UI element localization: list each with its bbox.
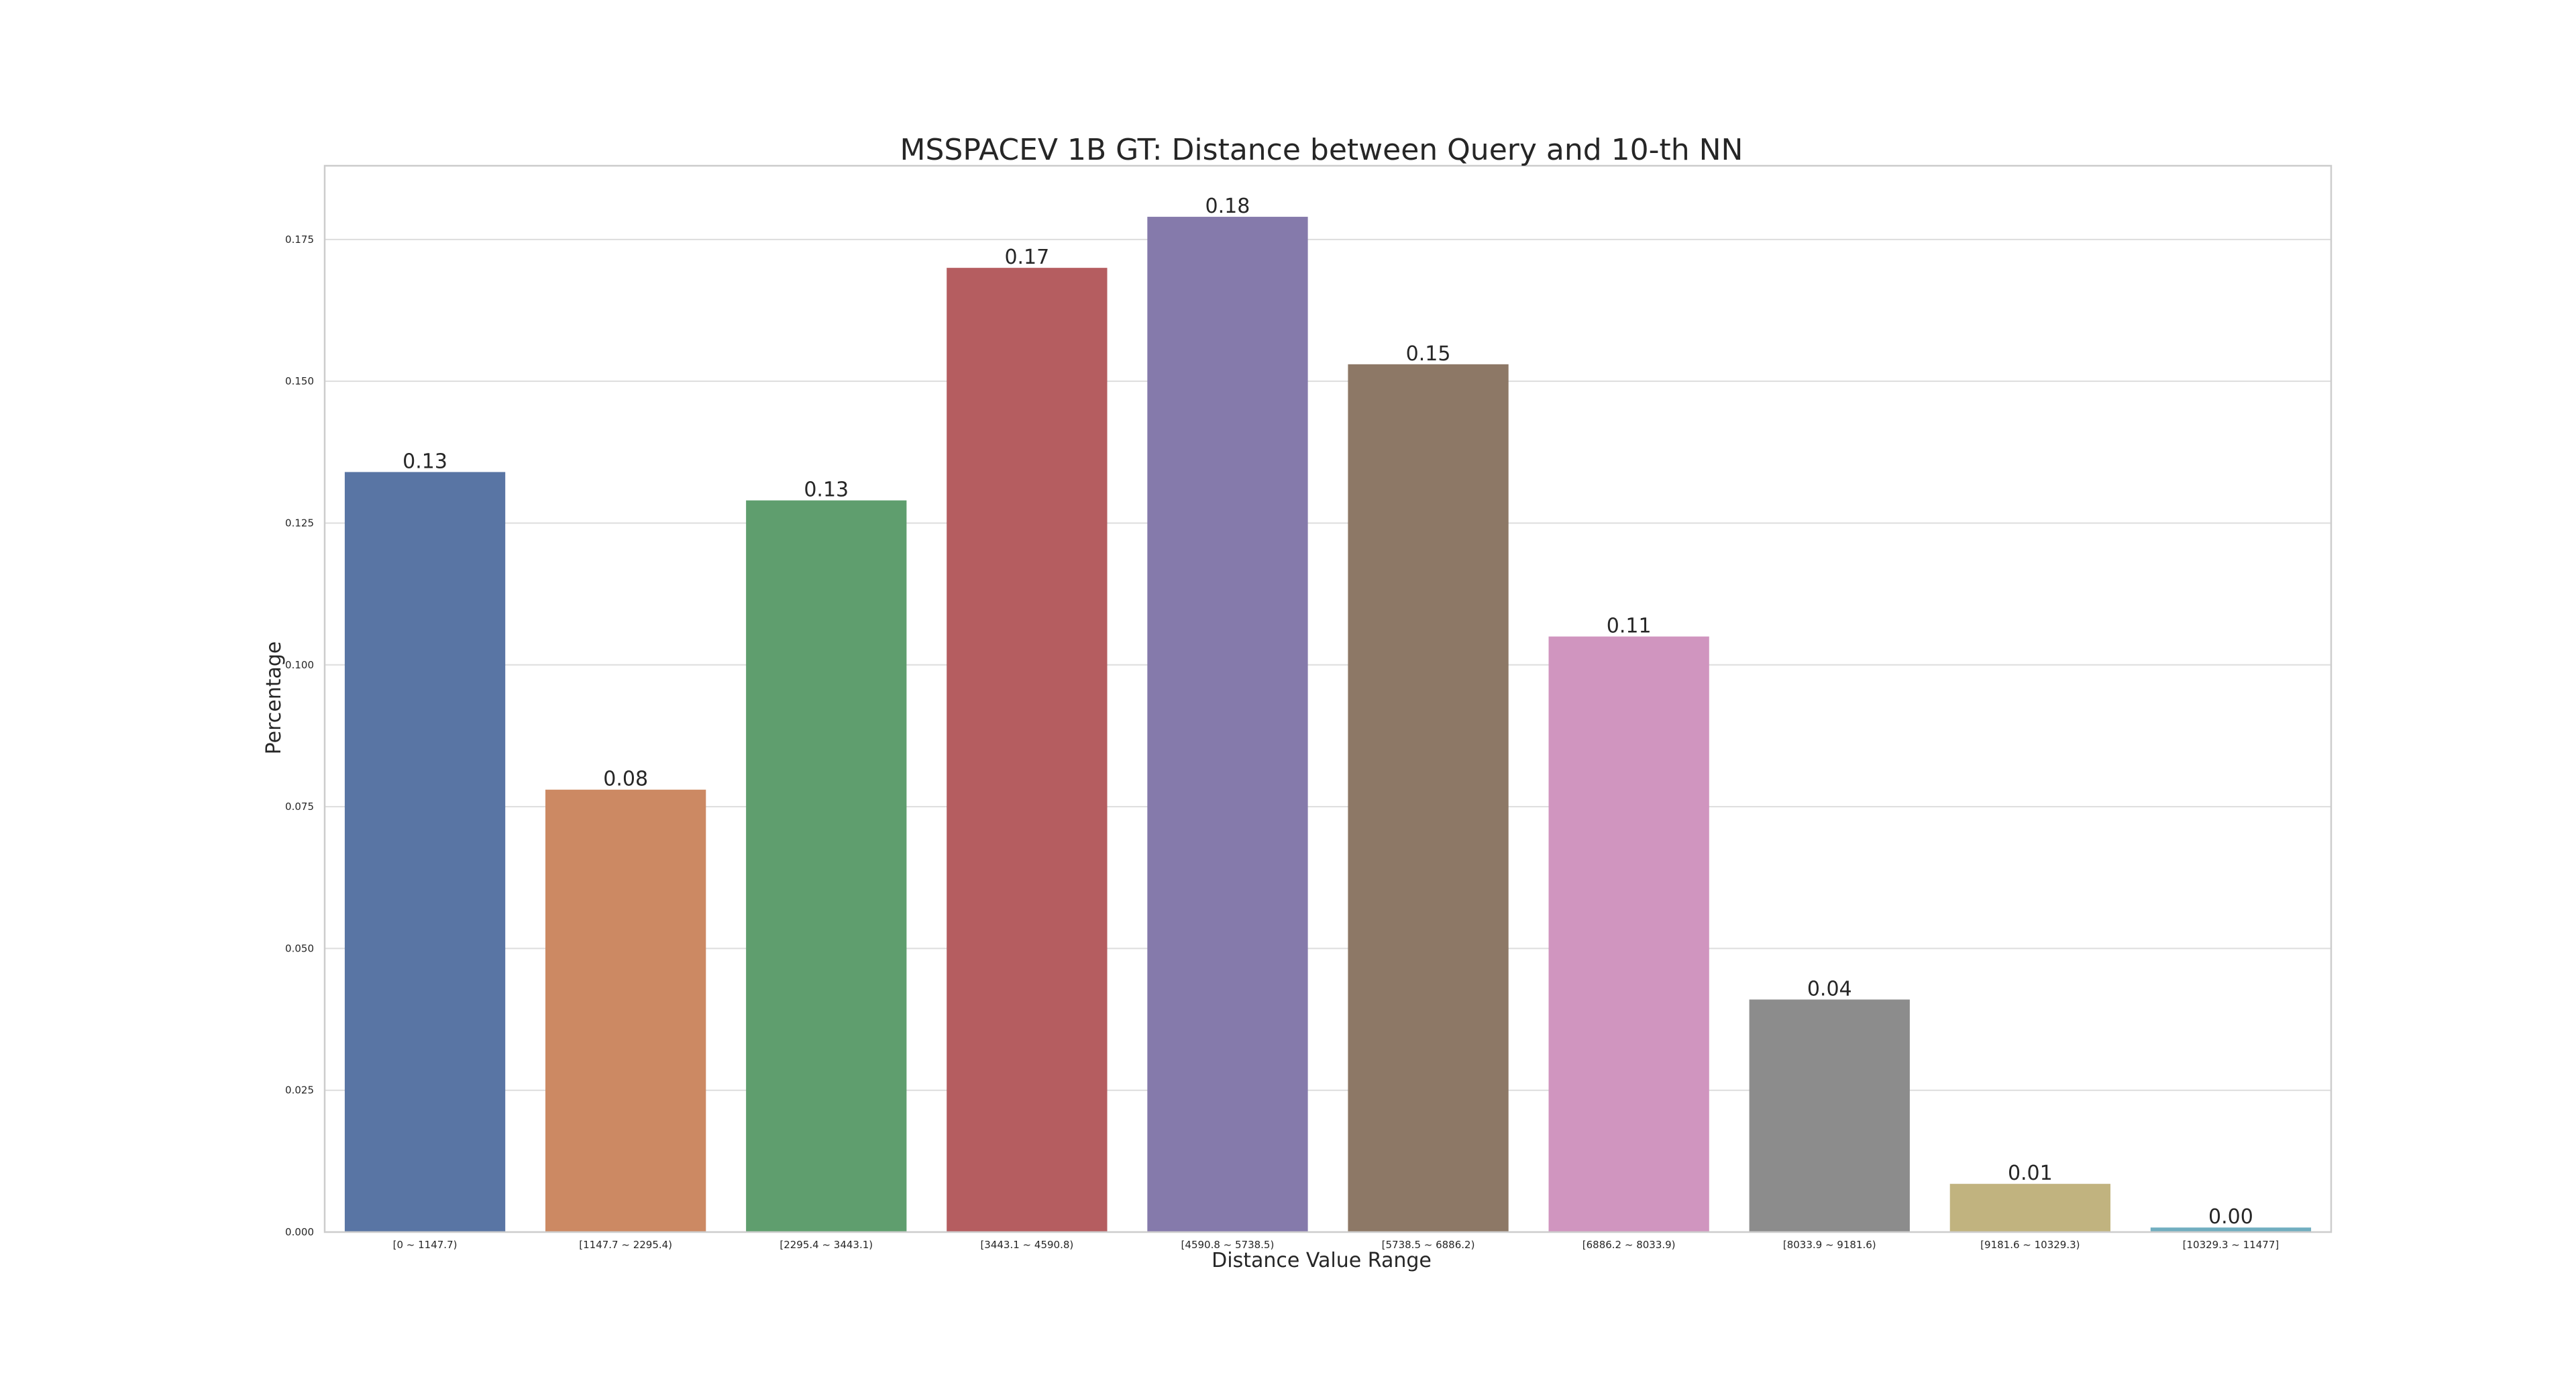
bar-value-label: 0.11	[1607, 615, 1652, 638]
y-tick-label: 0.050	[285, 942, 314, 954]
bar-value-label: 0.01	[2008, 1162, 2053, 1185]
bar-value-label: 0.17	[1004, 246, 1049, 269]
x-axis-ticks: [0 ~ 1147.7) [1147.7 ~ 2295.4) [2295.4 ~ 3…	[393, 1239, 2279, 1251]
bar-value-label: 0.13	[804, 478, 849, 502]
x-tick-label: [0 ~ 1147.7)	[393, 1239, 458, 1251]
y-axis-ticks: 0.000 0.025 0.050 0.075 0.100 0.125 0.150 0.175	[285, 234, 314, 1238]
bar	[344, 472, 506, 1232]
bar	[1749, 999, 1910, 1232]
bar	[1147, 217, 1308, 1233]
y-tick-label: 0.175	[285, 234, 314, 246]
bar-value-label: 0.00	[2208, 1205, 2253, 1229]
x-tick-label: [2295.4 ~ 3443.1)	[780, 1239, 873, 1251]
x-tick-label: [10329.3 ~ 11477]	[2183, 1239, 2279, 1251]
x-tick-label: [3443.1 ~ 4590.8)	[980, 1239, 1073, 1251]
plot-frame	[323, 164, 2332, 1233]
bars	[344, 217, 2312, 1233]
x-tick-label: [4590.8 ~ 5738.5)	[1181, 1239, 1275, 1251]
bar	[1348, 364, 1509, 1232]
bar-value-label: 0.18	[1205, 195, 1250, 218]
x-axis-label: Distance Value Range	[1212, 1249, 1432, 1272]
chart-title: MSSPACEV 1B GT: Distance between Query a…	[900, 133, 1743, 167]
bar-value-label: 0.15	[1406, 342, 1451, 366]
bar-value-label: 0.08	[603, 768, 648, 791]
x-tick-label: [1147.7 ~ 2295.4)	[579, 1239, 672, 1251]
y-tick-label: 0.025	[285, 1084, 314, 1097]
bar	[545, 789, 706, 1232]
x-tick-label: [5738.5 ~ 6886.2)	[1382, 1239, 1475, 1251]
y-axis-label: Percentage	[262, 642, 286, 755]
bar	[1548, 636, 1709, 1232]
data-labels: 0.13 0.08 0.13 0.17 0.18 0.15 0.11 0.04 0.01 0.00	[402, 195, 2253, 1229]
x-tick-label: [9181.6 ~ 10329.3)	[1980, 1239, 2080, 1251]
y-tick-label: 0.150	[285, 375, 314, 387]
bar	[1949, 1184, 2110, 1232]
y-tick-label: 0.125	[285, 517, 314, 529]
bar	[947, 268, 1108, 1232]
y-tick-label: 0.075	[285, 801, 314, 813]
x-tick-label: [8033.9 ~ 9181.6)	[1783, 1239, 1876, 1251]
y-tick-label: 0.000	[285, 1226, 314, 1238]
bar-value-label: 0.13	[402, 450, 447, 473]
x-tick-label: [6886.2 ~ 8033.9)	[1582, 1239, 1676, 1251]
bar	[746, 500, 907, 1232]
y-tick-label: 0.100	[285, 659, 314, 671]
bar	[2150, 1227, 2312, 1232]
bar-value-label: 0.04	[1807, 977, 1852, 1001]
